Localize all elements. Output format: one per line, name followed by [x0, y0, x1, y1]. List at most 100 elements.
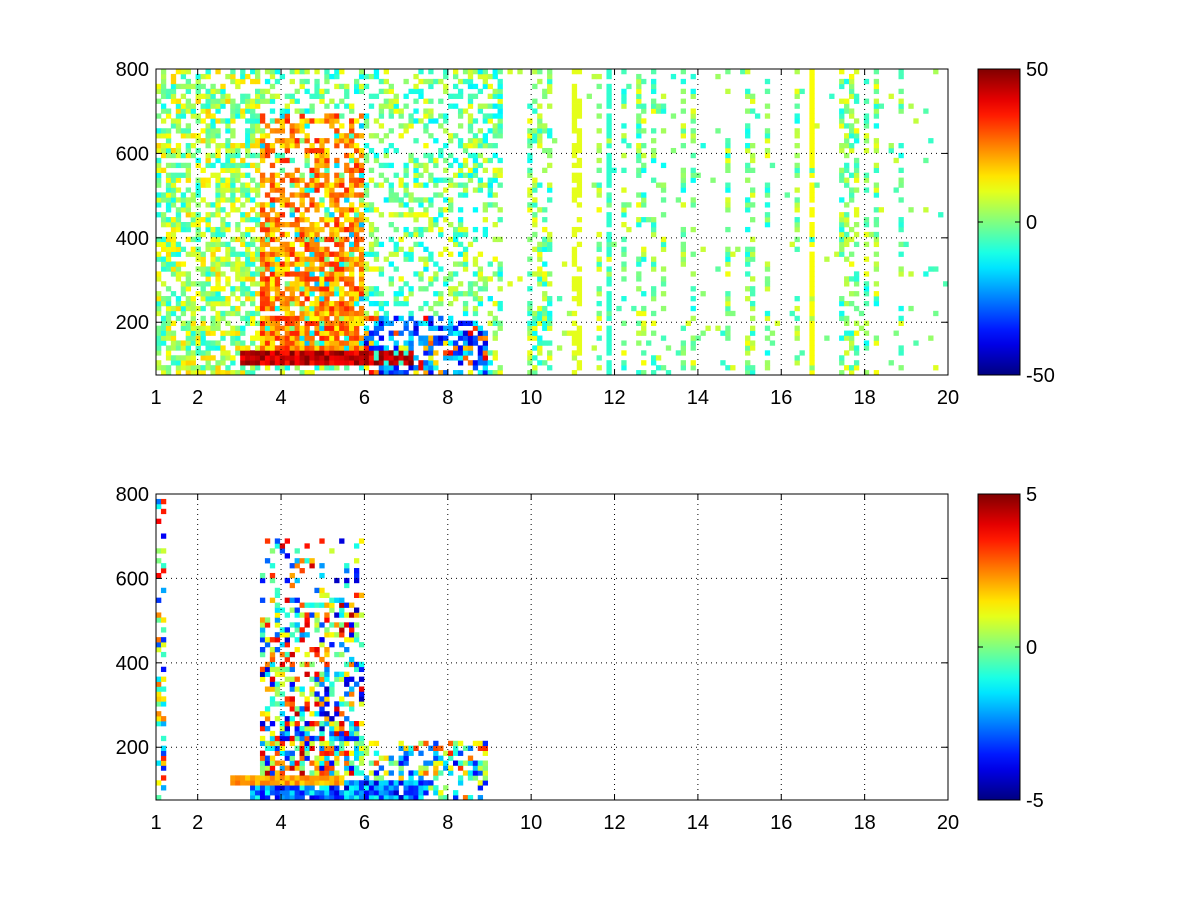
heatmap-cell: [299, 790, 305, 796]
heatmap-cell: [339, 696, 345, 702]
heatmap-cell: [438, 147, 444, 154]
heatmap-cell: [230, 286, 236, 292]
heatmap-cell: [230, 113, 236, 119]
heatmap-cell: [215, 212, 221, 218]
heatmap-cell: [383, 69, 389, 75]
heatmap-cell: [358, 202, 365, 208]
heatmap-cell: [393, 212, 399, 218]
heatmap-cell: [279, 740, 286, 747]
heatmap-cell: [398, 755, 404, 761]
heatmap-cell: [467, 69, 474, 75]
heatmap-cell: [334, 750, 340, 756]
heatmap-cell: [388, 760, 394, 766]
heatmap-cell: [408, 197, 414, 203]
heatmap-cell: [329, 686, 335, 692]
heatmap-cell: [299, 637, 305, 643]
heatmap-cell: [651, 296, 657, 302]
heatmap-cell: [467, 775, 474, 781]
heatmap-cell: [358, 315, 365, 322]
heatmap-cell: [230, 335, 236, 341]
heatmap-cell: [844, 108, 850, 114]
y-tick-label: 600: [116, 143, 149, 165]
heatmap-cell: [165, 256, 172, 262]
heatmap-cell: [175, 226, 182, 233]
heatmap-cell: [873, 217, 880, 223]
heatmap-cell: [205, 222, 211, 228]
heatmap-cell: [250, 103, 256, 109]
x-tick-label: 12: [603, 812, 625, 834]
heatmap-cell: [438, 266, 444, 272]
heatmap-cell: [408, 246, 414, 252]
heatmap-cell: [190, 197, 196, 203]
heatmap-cell: [299, 118, 305, 124]
heatmap-cell: [225, 128, 231, 134]
heatmap-cell: [160, 716, 167, 722]
heatmap-cell: [279, 300, 286, 307]
heatmap-cell: [363, 118, 370, 124]
heatmap-cell: [284, 632, 290, 638]
heatmap-cell: [393, 785, 399, 791]
heatmap-cell: [195, 93, 201, 99]
heatmap-cell: [532, 330, 538, 336]
heatmap-cell: [358, 686, 365, 692]
heatmap-cell: [160, 508, 167, 515]
heatmap-cell: [443, 143, 449, 149]
heatmap-cell: [240, 291, 246, 297]
heatmap-cell: [284, 765, 290, 771]
heatmap-cell: [537, 123, 543, 129]
heatmap-cell: [339, 735, 345, 742]
heatmap-cell: [596, 291, 602, 297]
heatmap-cell: [250, 78, 256, 85]
heatmap-cell: [175, 197, 182, 203]
heatmap-cell: [418, 790, 424, 796]
heatmap-cell: [477, 177, 484, 183]
x-tick-label: 10: [520, 387, 542, 409]
heatmap-cell: [230, 780, 236, 786]
heatmap-cell: [289, 286, 295, 292]
heatmap-cell: [314, 676, 320, 682]
heatmap-cell: [250, 271, 256, 277]
heatmap-cell: [289, 251, 295, 257]
heatmap-cell: [621, 93, 627, 99]
heatmap-cell: [250, 291, 256, 297]
heatmap-cell: [264, 642, 271, 648]
heatmap-cell: [472, 320, 479, 326]
heatmap-cell: [225, 370, 231, 376]
heatmap-cell: [299, 281, 305, 287]
heatmap-cell: [225, 212, 231, 218]
heatmap-cell: [621, 266, 627, 272]
heatmap-cell: [210, 246, 216, 252]
heatmap-cell: [354, 246, 360, 252]
heatmap-cell: [264, 760, 271, 766]
heatmap-cell: [279, 128, 286, 134]
heatmap-cell: [299, 632, 305, 638]
heatmap-cell: [497, 236, 503, 243]
heatmap-cell: [269, 681, 276, 687]
heatmap-cell: [383, 770, 389, 776]
heatmap-cell: [220, 143, 226, 149]
heatmap-cell: [195, 226, 201, 233]
heatmap-cell: [477, 760, 484, 766]
heatmap-cell: [225, 162, 231, 169]
heatmap-cell: [334, 291, 340, 297]
heatmap-cell: [299, 315, 305, 322]
heatmap-cell: [606, 340, 612, 346]
heatmap-cell: [606, 236, 612, 243]
heatmap-cell: [794, 355, 800, 361]
heatmap-cell: [334, 345, 340, 351]
heatmap-cell: [319, 256, 325, 262]
heatmap-cell: [606, 177, 612, 183]
heatmap-cell: [230, 251, 236, 257]
heatmap-cell: [334, 69, 340, 75]
heatmap-cell: [844, 182, 850, 188]
heatmap-cell: [368, 315, 375, 322]
heatmap-cell: [354, 572, 360, 579]
heatmap-cell: [477, 350, 484, 356]
heatmap-cell: [329, 691, 335, 697]
heatmap-cell: [269, 182, 276, 188]
heatmap-cell: [279, 711, 286, 717]
heatmap-cell: [349, 340, 355, 346]
heatmap-cell: [849, 226, 855, 233]
heatmap-cell: [868, 231, 875, 238]
heatmap-cell: [467, 123, 474, 129]
